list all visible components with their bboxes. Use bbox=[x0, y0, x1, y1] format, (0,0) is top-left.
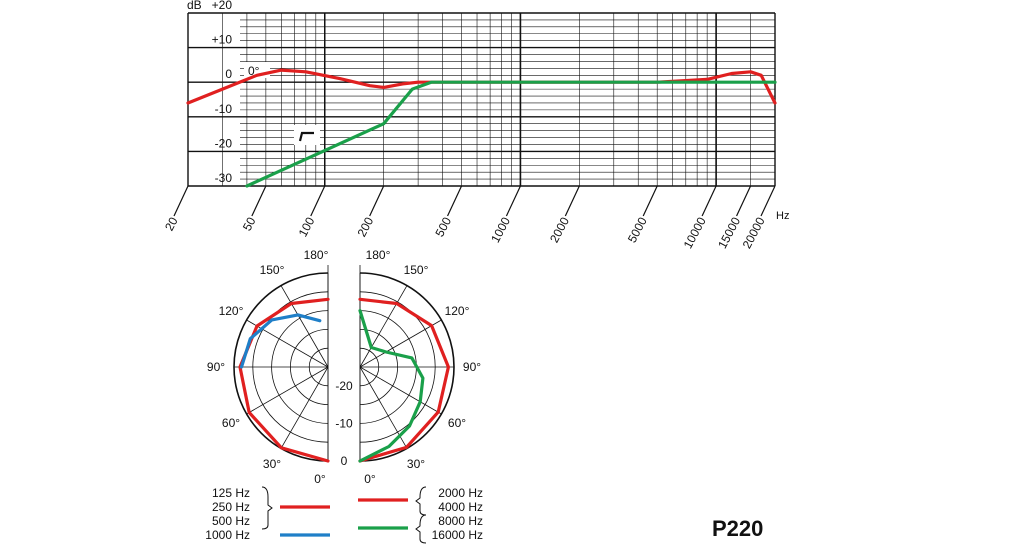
x-tick-label: 20 bbox=[162, 215, 181, 234]
polar-angle-label: 120° bbox=[219, 304, 244, 318]
polar-spoke bbox=[359, 319, 442, 368]
polar-spoke bbox=[280, 366, 329, 449]
polar-angle-label: 180° bbox=[366, 248, 391, 262]
x-tick-label: 100 bbox=[296, 215, 318, 240]
polar-angle-label: 60° bbox=[222, 416, 240, 430]
x-tick-label: 10000 bbox=[681, 215, 709, 251]
x-tick-mark bbox=[446, 185, 463, 217]
x-tick-mark bbox=[642, 185, 658, 217]
x-tick-mark bbox=[251, 185, 267, 217]
x-tick-label: 50 bbox=[240, 215, 259, 234]
y-tick-label: +10 bbox=[212, 33, 233, 47]
low-cut-symbol-box bbox=[294, 125, 320, 145]
polar-angle-label: 90° bbox=[463, 360, 481, 374]
polar-curve bbox=[239, 313, 322, 369]
polar-angle-label: 30° bbox=[407, 457, 425, 471]
y-tick-label: +20 bbox=[212, 0, 233, 12]
model-name: P220 bbox=[712, 516, 764, 541]
polar-divider bbox=[329, 265, 359, 469]
polar-angle-label: 180° bbox=[304, 248, 329, 262]
x-tick-mark bbox=[310, 185, 326, 217]
polar-radial-label: -10 bbox=[335, 416, 353, 430]
legend-brace bbox=[261, 486, 273, 530]
polar-spoke bbox=[359, 366, 442, 415]
x-tick-label: 5000 bbox=[625, 215, 650, 245]
response-curve bbox=[186, 68, 777, 105]
annotation-label: 0° bbox=[248, 64, 260, 78]
polar-angle-label: 30° bbox=[263, 457, 281, 471]
legend-label: 4000 Hz bbox=[438, 500, 483, 514]
polar-angle-label: 150° bbox=[260, 263, 285, 277]
y-axis-label: dB bbox=[187, 0, 202, 12]
legend-brace bbox=[415, 514, 427, 544]
polar-angle-label: 90° bbox=[207, 360, 225, 374]
x-tick-label: 500 bbox=[432, 215, 454, 240]
y-tick-label: 0 bbox=[225, 67, 232, 81]
x-tick-mark bbox=[760, 185, 776, 217]
response-curve bbox=[245, 80, 777, 188]
polar-spoke bbox=[280, 285, 329, 368]
x-tick-label: 200 bbox=[355, 215, 377, 240]
frequency-response-chart: +20 +10 0 -10 -20 -30 dB 20 50 100 200 500 1000 2000 5… bbox=[162, 0, 789, 251]
polar-angle-label: 150° bbox=[404, 263, 429, 277]
polar-spoke bbox=[246, 366, 329, 415]
polar-angle-label: 0° bbox=[364, 472, 376, 486]
x-tick-mark bbox=[564, 185, 580, 217]
y-tick-label: -10 bbox=[215, 102, 233, 116]
legend-label: 8000 Hz bbox=[438, 514, 483, 528]
x-tick-mark bbox=[369, 185, 385, 217]
x-tick-label: 2000 bbox=[547, 215, 572, 245]
legend-label: 2000 Hz bbox=[438, 486, 483, 500]
polar-angle-label: 60° bbox=[448, 416, 466, 430]
legend-label: 250 Hz bbox=[212, 500, 250, 514]
legend-label: 16000 Hz bbox=[432, 528, 483, 542]
polar-spoke bbox=[359, 285, 408, 368]
legend-label: 125 Hz bbox=[212, 486, 250, 500]
low-cut-icon bbox=[298, 131, 314, 142]
legend-label: 1000 Hz bbox=[205, 528, 250, 542]
polar-angle-label: 0° bbox=[314, 472, 326, 486]
legend-brace bbox=[415, 486, 427, 516]
x-tick-label: 20000 bbox=[740, 215, 768, 251]
x-axis-label: Hz bbox=[776, 210, 789, 222]
legend-label: 500 Hz bbox=[212, 514, 250, 528]
polar-curve bbox=[358, 297, 450, 463]
polar-radial-label: -20 bbox=[335, 379, 353, 393]
x-tick-label: 1000 bbox=[488, 215, 513, 245]
y-tick-label: -30 bbox=[215, 171, 233, 185]
x-tick-mark bbox=[505, 185, 521, 217]
x-tick-mark bbox=[701, 185, 717, 217]
polar-pattern-chart: 180° 180° 150° 150° 120° 120° 90° 90° 60° 60° 30° 3… bbox=[207, 248, 481, 486]
polar-radial-label: 0 bbox=[341, 454, 348, 468]
x-tick-label: 15000 bbox=[715, 215, 743, 251]
polar-spoke bbox=[246, 319, 329, 368]
x-tick-mark bbox=[736, 185, 752, 217]
polar-curve bbox=[358, 309, 425, 463]
x-tick-mark bbox=[173, 185, 189, 217]
y-tick-label: -20 bbox=[215, 136, 233, 150]
polar-angle-label: 120° bbox=[445, 304, 470, 318]
